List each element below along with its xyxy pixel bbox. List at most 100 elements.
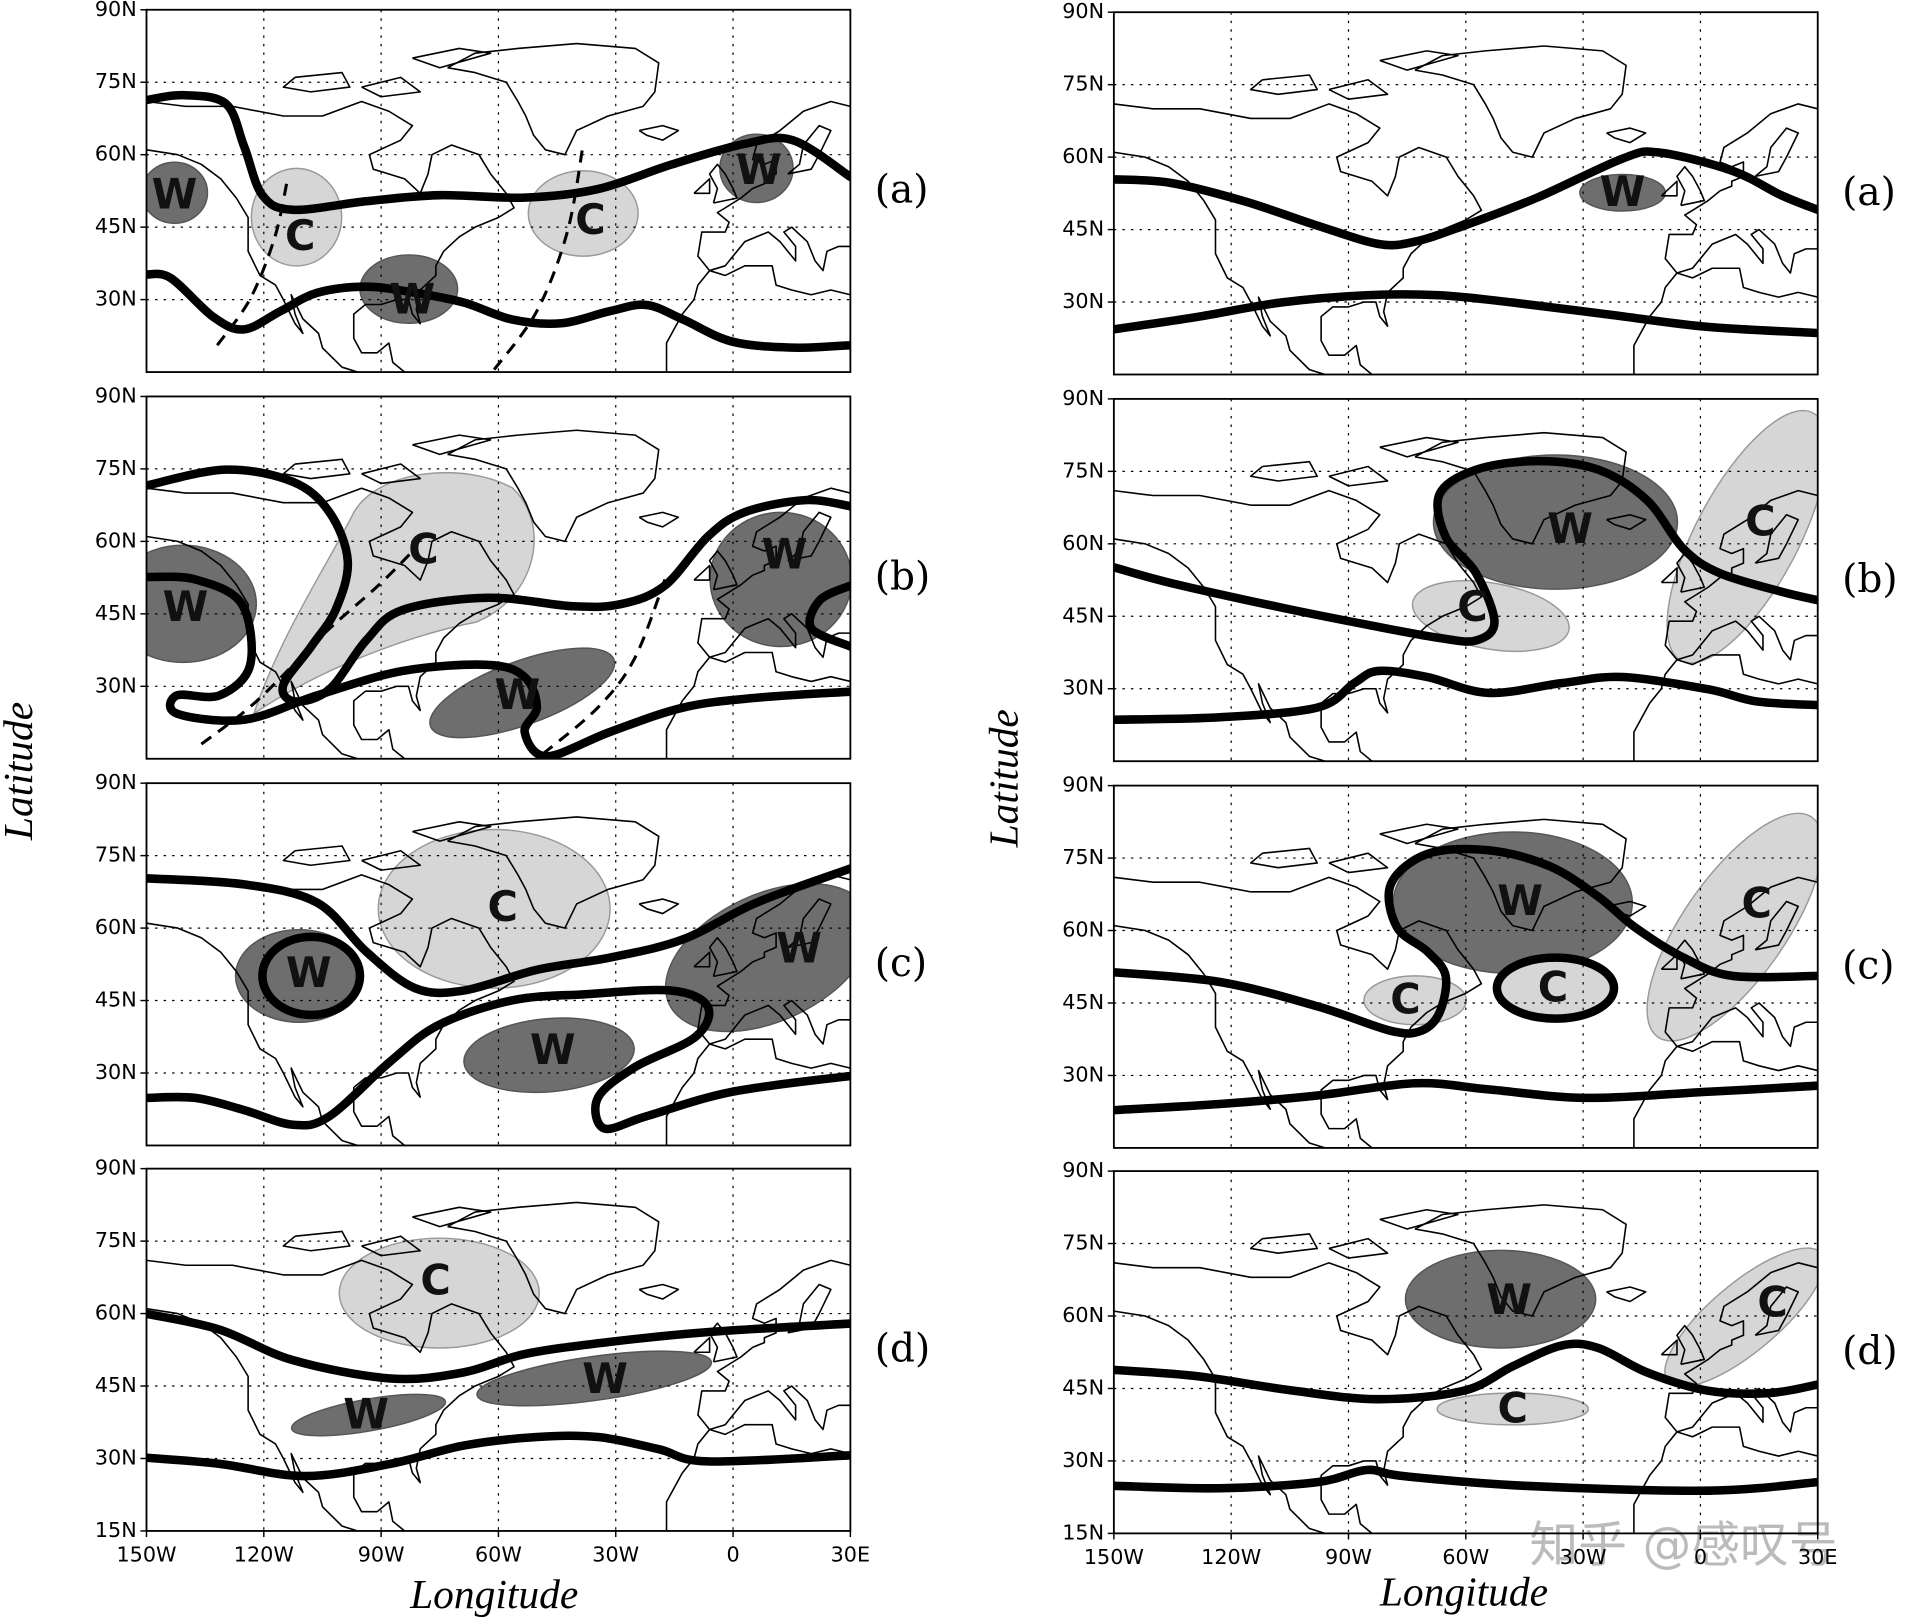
region-label: W: [1547, 505, 1593, 553]
panel-content: W C W W: [146, 783, 851, 1146]
lon-tick-label: 30W: [1560, 1545, 1607, 1569]
panel-frame: [145, 395, 852, 760]
coastline: [1754, 127, 1800, 178]
coastline: [708, 550, 738, 591]
coastline: [412, 47, 492, 69]
anomaly-region: [1404, 1249, 1597, 1349]
region-label: C: [1742, 879, 1772, 927]
coastline: [447, 429, 660, 543]
lat-tick-label: 75N: [1062, 458, 1104, 482]
coastline: [1754, 1286, 1800, 1337]
lon-tick-label: 60W: [475, 1542, 522, 1566]
lat-tick-label: 90N: [95, 1156, 137, 1180]
coastline: [447, 1201, 660, 1315]
panel-label: (b): [1842, 557, 1897, 602]
jet-contour: [146, 572, 851, 759]
coastline: [1660, 180, 1678, 197]
region-label: C: [575, 196, 605, 244]
jet-contour: [146, 269, 851, 353]
panel-content: W C W W: [146, 396, 851, 759]
coastline: [1606, 127, 1647, 144]
coastline: [1664, 489, 1818, 661]
lat-tick-label: 75N: [95, 843, 137, 867]
region-label: C: [285, 212, 315, 260]
lat-tick-label: 90N: [1062, 386, 1104, 410]
lat-tick-label: 75N: [1062, 72, 1104, 96]
coastline: [1664, 876, 1818, 1048]
region-label: C: [1498, 1384, 1528, 1432]
lon-tick-label: 90W: [358, 1542, 405, 1566]
map-panel: W C W W 90N 75N 60N 45N 30N (b): [95, 383, 930, 760]
lat-tick-label: 45N: [1062, 990, 1104, 1014]
coastline: [697, 1259, 851, 1431]
region-label: W: [1486, 1276, 1532, 1324]
panel-content: W C C: [1113, 398, 1818, 762]
region-label: C: [1390, 976, 1420, 1024]
lat-tick-label: 75N: [95, 456, 137, 480]
jet-contour: [1113, 1465, 1818, 1496]
coastline: [1660, 1339, 1678, 1356]
map-panel: W C C 90N 75N 60N 45N 30N (b): [1062, 386, 1898, 763]
coastline: [1249, 847, 1319, 869]
lat-tick-label: 60N: [95, 528, 137, 552]
coastline: [146, 100, 515, 373]
coastline: [1633, 1426, 1818, 1534]
coastline: [282, 1230, 351, 1252]
jet-contour: [1113, 666, 1818, 724]
map-panel: W C W W 90N 75N 60N 45N 30N (c): [95, 770, 927, 1147]
lat-tick-label: 45N: [1062, 1375, 1104, 1399]
panel-label: (a): [875, 168, 929, 213]
lon-tick-label: 30E: [1798, 1545, 1837, 1569]
jet-contour: [1113, 1339, 1818, 1404]
coastline: [1379, 436, 1459, 458]
lon-tick-label: 120W: [234, 1542, 294, 1566]
region-label: C: [1457, 583, 1487, 631]
coastline: [1379, 1208, 1459, 1230]
trough-axis: [541, 578, 667, 756]
panel-frame: [145, 8, 852, 373]
lat-tick-label: 60N: [1062, 531, 1104, 555]
coastline: [697, 487, 851, 659]
anomaly-region: [463, 1017, 635, 1094]
lon-tick-label: 30E: [831, 1542, 870, 1566]
region-label: C: [1745, 498, 1775, 546]
lon-tick-label: 30W: [592, 1542, 639, 1566]
lat-tick-label: 30N: [1062, 1448, 1104, 1472]
coastline: [412, 434, 492, 456]
coastline: [665, 265, 851, 373]
coastline: [697, 874, 851, 1045]
coastline: [1606, 513, 1647, 531]
y-axis-label: Latitude: [0, 702, 41, 841]
coastline: [282, 71, 351, 93]
coastline: [665, 1423, 851, 1531]
coastline: [665, 1038, 851, 1146]
anomaly-region: [290, 1393, 447, 1437]
lat-tick-label: 45N: [1062, 217, 1104, 241]
coastline: [1660, 567, 1678, 584]
lat-tick-label: 90N: [1062, 773, 1104, 797]
lat-tick-label: 60N: [95, 142, 137, 166]
region-label: C: [420, 1256, 450, 1304]
anomaly-region: [1436, 1392, 1590, 1426]
coastline: [1414, 1204, 1627, 1317]
panel-frame: [1112, 397, 1819, 763]
jet-contour: [146, 465, 851, 706]
jet-contour: [146, 864, 851, 998]
coastline: [693, 951, 711, 968]
lat-tick-label: 30N: [1062, 289, 1104, 313]
anomaly-region: [250, 167, 343, 267]
region-label: C: [1757, 1278, 1787, 1326]
panel-label: (a): [1842, 170, 1896, 215]
coastline: [412, 821, 492, 842]
anomaly-region: [377, 828, 611, 989]
lat-tick-label: 45N: [1062, 603, 1104, 627]
jet-contour: [1113, 147, 1818, 250]
coastline: [693, 178, 711, 195]
region-label: W: [163, 583, 209, 631]
coastline: [697, 100, 851, 272]
lat-tick-label: 75N: [95, 69, 137, 93]
